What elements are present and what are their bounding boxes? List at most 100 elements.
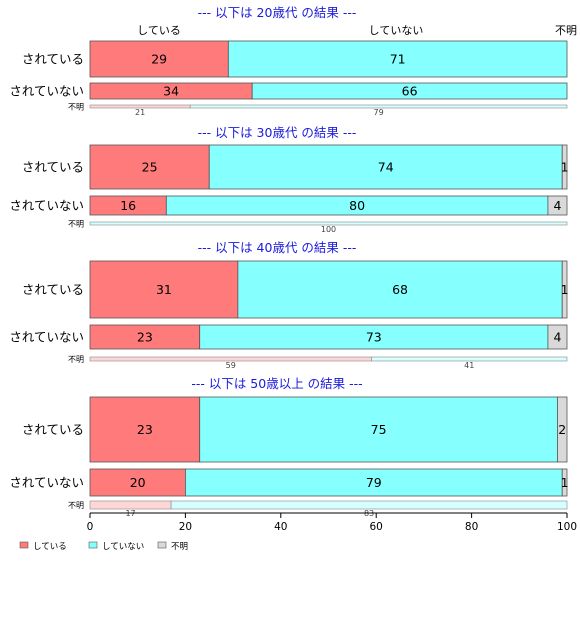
bar-row: 不明 59 41 <box>68 355 568 370</box>
legend: している していない 不明 <box>19 541 188 552</box>
group-title: --- 以下は 40歳代 の結果 --- <box>198 240 357 255</box>
bar-value-label: 71 <box>390 52 406 67</box>
x-tick-label: 0 <box>87 521 94 533</box>
bar-segment-not-doing <box>89 221 568 226</box>
bar-row: されている 25 74 1 <box>22 144 569 190</box>
row-label: されていない <box>9 330 84 345</box>
bar-segment-doing <box>89 40 229 78</box>
bar-segment-not-doing <box>199 396 558 463</box>
bar-segment-doing <box>89 500 172 510</box>
bar-row: されていない 34 66 <box>9 82 568 100</box>
x-tick-label: 100 <box>557 521 577 533</box>
row-label: 不明 <box>68 355 84 364</box>
bar-segment-doing <box>89 144 210 190</box>
bar-segment-not-doing <box>170 500 568 510</box>
bar-segment-doing <box>89 468 186 497</box>
bar-segment-not-doing <box>189 104 568 109</box>
bar-segment-unknown <box>547 324 568 350</box>
bar-value-label: 41 <box>464 361 474 370</box>
bar-value-label: 59 <box>226 361 236 370</box>
legend-label: 不明 <box>171 542 188 552</box>
bar-value-label: 68 <box>392 282 408 297</box>
bar-row: されていない 23 73 4 <box>9 324 568 350</box>
bar-segment-not-doing <box>184 468 563 497</box>
group-3: --- 以下は 50歳以上 の結果 --- されている 23 75 2 されていない 20 7… <box>9 376 568 518</box>
chart-groups: --- 以下は 20歳代 の結果 --- されている 29 71 されていない 34 66 不… <box>9 5 568 518</box>
bar-segment-doing <box>89 396 201 463</box>
bar-row: されている 23 75 2 <box>22 396 568 463</box>
bar-value-label: 23 <box>137 330 153 345</box>
group-title: --- 以下は 50歳以上 の結果 --- <box>191 376 362 391</box>
legend-swatch <box>88 541 98 549</box>
bar-value-label: 66 <box>402 84 418 99</box>
bar-segment-unknown <box>557 396 568 463</box>
x-tick-label: 20 <box>179 521 192 533</box>
bar-value-label: 16 <box>120 198 136 213</box>
bar-value-label: 2 <box>558 422 566 437</box>
bar-value-label: 25 <box>142 160 158 175</box>
bar-segment-doing <box>89 324 201 350</box>
bar-row: されていない 16 80 4 <box>9 195 568 216</box>
bar-segment-not-doing <box>251 82 568 100</box>
bar-segment-not-doing <box>371 356 568 362</box>
row-label: されている <box>22 52 84 67</box>
bar-value-label: 79 <box>373 108 383 117</box>
bar-segment-not-doing <box>227 40 568 78</box>
bar-segment-unknown <box>561 144 568 190</box>
x-tick-label: 80 <box>465 521 478 533</box>
bar-segment-unknown <box>561 260 568 319</box>
group-2: --- 以下は 40歳代 の結果 --- されている 31 68 1 されていない 23 73… <box>9 240 568 370</box>
row-label: されている <box>22 422 84 437</box>
row-label: されていない <box>9 198 84 213</box>
group-title: --- 以下は 30歳代 の結果 --- <box>198 125 357 140</box>
bar-value-label: 34 <box>163 84 179 99</box>
column-headers: している していない 不明 <box>137 24 577 37</box>
bar-value-label: 80 <box>349 198 365 213</box>
bar-value-label: 1 <box>561 475 569 490</box>
legend-label: していない <box>102 542 144 552</box>
group-1: --- 以下は 30歳代 の結果 --- されている 25 74 1 されていない 16 80… <box>9 125 568 234</box>
column-header-doing: している <box>137 24 181 37</box>
group-title: --- 以下は 20歳代 の結果 --- <box>198 5 357 20</box>
row-label: されていない <box>9 475 84 490</box>
bar-value-label: 23 <box>137 422 153 437</box>
bar-value-label: 74 <box>378 160 394 175</box>
row-label: 不明 <box>68 501 84 510</box>
bar-segment-doing <box>89 260 239 319</box>
bar-segment-not-doing <box>208 144 563 190</box>
row-label: 不明 <box>68 220 84 229</box>
bar-value-label: 4 <box>553 198 561 213</box>
bar-value-label: 20 <box>130 475 146 490</box>
row-label: されている <box>22 282 84 297</box>
bar-value-label: 75 <box>371 422 387 437</box>
row-label: されていない <box>9 84 84 99</box>
bar-value-label: 1 <box>561 282 569 297</box>
bar-value-label: 29 <box>151 52 167 67</box>
bar-value-label: 1 <box>561 160 569 175</box>
column-header-not-doing: していない <box>369 24 424 37</box>
bar-value-label: 79 <box>366 475 382 490</box>
bar-segment-unknown <box>561 468 568 497</box>
x-tick-label: 40 <box>274 521 287 533</box>
bar-row: されている 29 71 <box>22 40 568 78</box>
bar-row: 不明 100 <box>68 220 568 234</box>
bar-value-label: 31 <box>156 282 172 297</box>
row-label: 不明 <box>68 103 84 112</box>
bar-value-label: 21 <box>135 108 145 117</box>
x-axis: 0 20 40 60 80 100 <box>87 512 577 533</box>
column-header-unknown: 不明 <box>555 24 577 37</box>
group-0: --- 以下は 20歳代 の結果 --- されている 29 71 されていない 34 66 不… <box>9 5 568 117</box>
legend-label: している <box>33 542 67 552</box>
bar-row: されている 31 68 1 <box>22 260 569 319</box>
bar-value-label: 100 <box>321 225 336 234</box>
bar-segment-unknown <box>547 195 568 216</box>
bar-value-label: 73 <box>366 330 382 345</box>
bar-value-label: 4 <box>553 330 561 345</box>
bar-segment-not-doing <box>199 324 549 350</box>
x-tick-label: 60 <box>370 521 383 533</box>
legend-swatch <box>157 541 167 549</box>
legend-swatch <box>19 541 29 549</box>
bar-row: されていない 20 79 1 <box>9 468 569 497</box>
